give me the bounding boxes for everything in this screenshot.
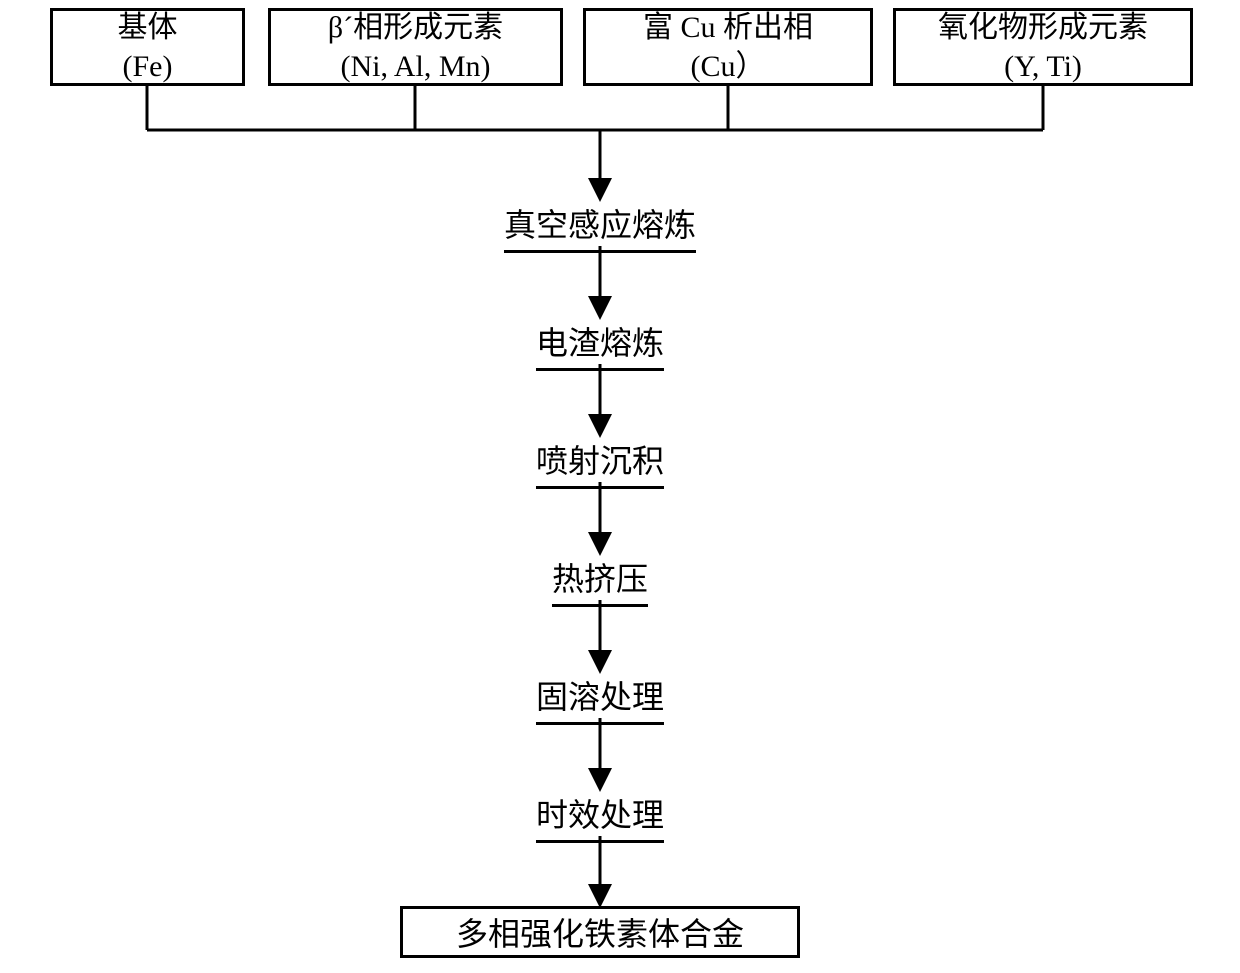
final-label: 多相强化铁素体合金: [456, 909, 744, 955]
input-box-oxide: 氧化物形成元素 (Y, Ti): [893, 8, 1193, 86]
input-line2: (Ni, Al, Mn): [341, 47, 491, 86]
input-box-matrix: 基体 (Fe): [50, 8, 245, 86]
input-line1: β´相形成元素: [328, 8, 503, 47]
step-esr: 电渣熔炼: [536, 318, 664, 371]
step-extrude: 热挤压: [552, 554, 648, 607]
step-solution: 固溶处理: [536, 672, 664, 725]
input-line2: (Cu）: [691, 47, 766, 86]
step-aging: 时效处理: [536, 790, 664, 843]
step-vim: 真空感应熔炼: [504, 200, 696, 253]
input-line2: (Fe): [123, 47, 173, 86]
input-line1: 基体: [118, 8, 178, 47]
input-box-cu: 富 Cu 析出相 (Cu）: [583, 8, 873, 86]
input-box-beta: β´相形成元素 (Ni, Al, Mn): [268, 8, 563, 86]
input-line1: 氧化物形成元素: [938, 8, 1148, 47]
step-spray: 喷射沉积: [536, 436, 664, 489]
input-line1: 富 Cu 析出相: [643, 8, 813, 47]
input-line2: (Y, Ti): [1004, 47, 1082, 86]
final-box: 多相强化铁素体合金: [400, 906, 800, 958]
